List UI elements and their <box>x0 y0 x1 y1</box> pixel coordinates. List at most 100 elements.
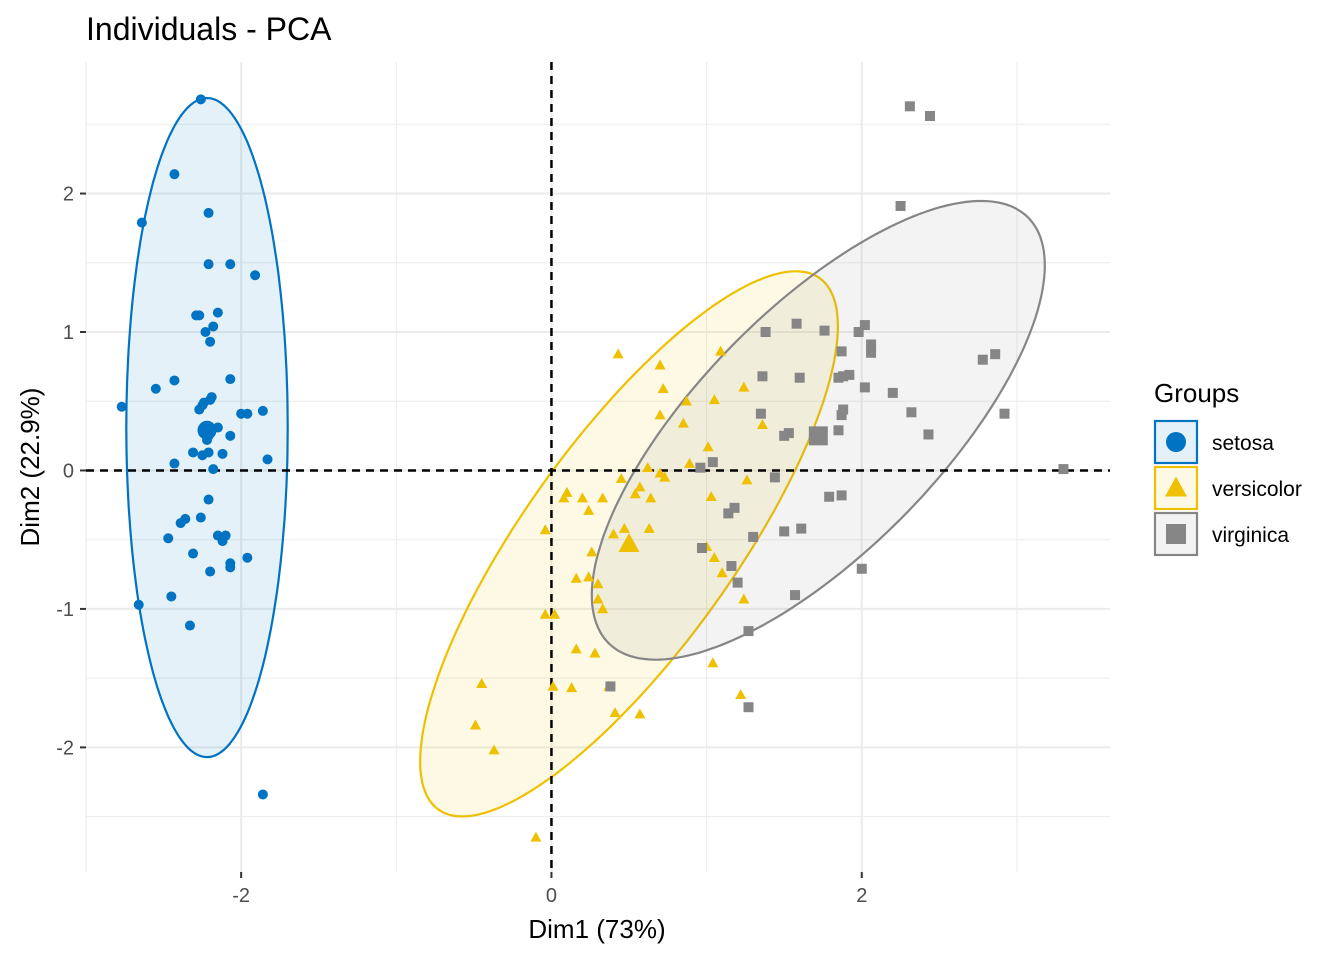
versicolor-point <box>549 608 561 619</box>
setosa-point <box>188 447 199 458</box>
x-tick-label: -2 <box>232 885 250 907</box>
versicolor-point <box>583 571 595 582</box>
setosa-point <box>205 394 216 405</box>
versicolor-point <box>469 719 481 730</box>
virginica-point <box>760 327 771 337</box>
legend-label-setosa: setosa <box>1212 432 1274 455</box>
legend-title: Groups <box>1154 378 1239 408</box>
versicolor-point <box>597 603 609 614</box>
setosa-point <box>212 307 223 318</box>
virginica-point <box>726 561 737 571</box>
versicolor-point <box>654 359 666 370</box>
setosa-centroid <box>197 420 217 440</box>
virginica-point <box>696 543 707 553</box>
versicolor-point <box>654 467 666 478</box>
versicolor-point <box>589 647 601 658</box>
virginica-point <box>723 508 734 519</box>
y-tick-label: -2 <box>56 737 74 759</box>
y-tick-label: -1 <box>56 599 74 621</box>
versicolor-point <box>558 492 570 503</box>
setosa-point <box>257 405 268 416</box>
virginica-point <box>796 523 807 534</box>
setosa-point <box>150 383 161 394</box>
versicolor-point <box>547 680 559 691</box>
legend-label-virginica: virginica <box>1212 524 1289 547</box>
versicolor-point <box>645 492 657 503</box>
setosa-point <box>225 430 236 441</box>
setosa-point <box>203 259 214 270</box>
x-tick-label: 2 <box>856 885 867 907</box>
setosa-point <box>195 94 206 105</box>
versicolor-point <box>609 707 621 718</box>
virginica-point <box>755 408 766 419</box>
versicolor-point <box>530 831 542 842</box>
setosa-point <box>163 533 174 544</box>
setosa-point <box>250 270 261 281</box>
virginica-point <box>859 320 870 331</box>
versicolor-point <box>657 383 669 394</box>
versicolor-centroid <box>618 533 640 552</box>
setosa-point <box>225 558 236 569</box>
versicolor-point <box>608 528 620 539</box>
versicolor-point <box>592 593 604 604</box>
setosa-point <box>262 454 273 465</box>
versicolor-point <box>488 744 500 755</box>
setosa-point <box>116 401 127 412</box>
versicolor-point <box>643 522 655 533</box>
versicolor-point <box>705 491 717 502</box>
reference-lines <box>86 62 1110 872</box>
versicolor-point <box>476 677 488 688</box>
virginica-point <box>833 425 844 436</box>
setosa-point <box>217 448 228 459</box>
virginica-point <box>605 681 616 692</box>
virginica-point <box>836 490 847 501</box>
versicolor-point <box>715 345 727 356</box>
setosa-point <box>169 169 180 180</box>
virginica-point <box>836 410 847 421</box>
versicolor-point <box>583 504 595 515</box>
setosa-point <box>191 310 202 321</box>
virginica-point <box>769 472 780 483</box>
versicolor-point <box>642 461 654 472</box>
virginica-point <box>729 502 740 513</box>
setosa-point <box>257 789 268 800</box>
virginica-point <box>748 531 759 542</box>
virginica-point <box>732 577 743 588</box>
versicolor-point <box>570 572 582 583</box>
virginica-point <box>836 346 847 357</box>
legend-label-versicolor: versicolor <box>1212 478 1302 501</box>
virginica-point <box>790 590 801 601</box>
virginica-point <box>925 111 936 121</box>
versicolor-point <box>708 394 720 405</box>
setosa-point <box>166 591 177 602</box>
virginica-point <box>824 491 835 502</box>
virginica-point <box>833 372 844 383</box>
virginica-point <box>707 457 718 468</box>
versicolor-point <box>680 395 692 406</box>
virginica-point <box>819 325 830 336</box>
legend-marker-virginica <box>1166 524 1186 544</box>
setosa-point <box>205 566 216 577</box>
versicolor-point <box>566 682 578 693</box>
versicolor-point <box>756 419 768 430</box>
virginica-point <box>743 702 754 713</box>
virginica-point <box>906 407 917 418</box>
setosa-point <box>242 552 253 563</box>
versicolor-point <box>684 457 696 468</box>
setosa-point <box>208 321 219 332</box>
setosa-point <box>203 207 214 218</box>
virginica-point <box>757 371 768 382</box>
versicolor-point <box>708 551 720 562</box>
setosa-point <box>188 548 199 559</box>
virginica-point <box>999 408 1010 419</box>
virginica-point <box>844 369 855 380</box>
versicolor-point <box>677 417 689 428</box>
versicolor-point <box>612 348 624 359</box>
versicolor-point <box>629 488 641 499</box>
y-axis-title: Dim2 (22.9%) <box>15 388 45 547</box>
setosa-point <box>203 494 214 505</box>
versicolor-point <box>634 481 646 492</box>
virginica-point <box>779 526 790 537</box>
setosa-point <box>197 450 208 461</box>
